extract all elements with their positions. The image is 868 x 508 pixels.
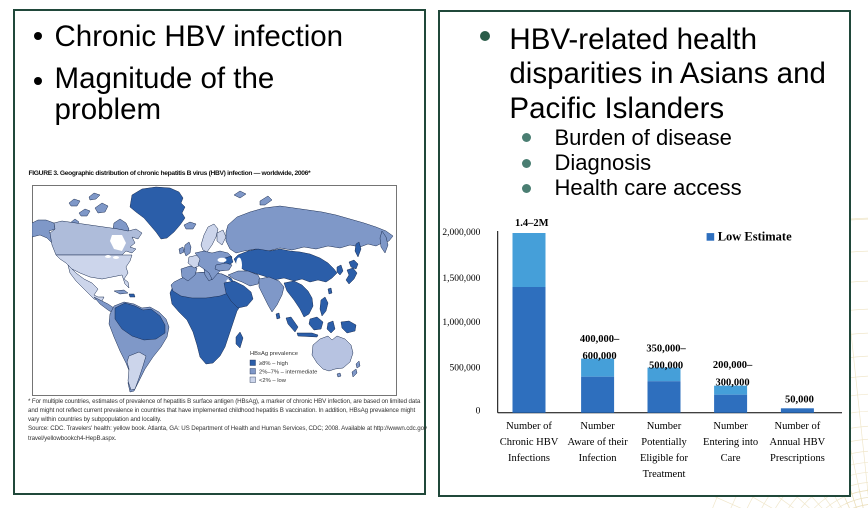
svg-text:Care: Care — [721, 453, 741, 464]
svg-text:1.4–2M: 1.4–2M — [515, 218, 549, 229]
svg-text:Aware of their: Aware of their — [567, 437, 628, 448]
svg-text:Infections: Infections — [508, 453, 550, 464]
svg-text:500,000: 500,000 — [450, 363, 481, 373]
svg-text:Number: Number — [580, 421, 615, 432]
svg-text:Number of: Number of — [775, 421, 821, 432]
svg-text:Infection: Infection — [579, 453, 618, 464]
svg-text:1,000,000: 1,000,000 — [442, 318, 480, 328]
svg-text:Annual HBV: Annual HBV — [770, 437, 826, 448]
svg-text:Number: Number — [713, 421, 748, 432]
svg-text:350,000–: 350,000– — [646, 343, 686, 354]
svg-text:2,000,000: 2,000,000 — [442, 228, 480, 238]
svg-text:500,000: 500,000 — [649, 360, 683, 371]
svg-text:1,500,000: 1,500,000 — [442, 274, 480, 284]
svg-text:Eligible for: Eligible for — [640, 453, 689, 464]
svg-text:Prescriptions: Prescriptions — [770, 453, 825, 464]
svg-text:Low Estimate: Low Estimate — [718, 230, 792, 244]
svg-text:≥8% – high: ≥8% – high — [259, 361, 288, 367]
svg-text:200,000–: 200,000– — [713, 360, 753, 371]
svg-text:Treatment: Treatment — [643, 469, 686, 480]
svg-text:Potentially: Potentially — [641, 437, 687, 448]
svg-text:<2% – low: <2% – low — [259, 378, 287, 384]
svg-text:400,000–: 400,000– — [580, 334, 620, 345]
svg-text:600,000: 600,000 — [583, 351, 617, 362]
svg-text:Number of: Number of — [506, 421, 552, 432]
svg-text:300,000: 300,000 — [716, 378, 750, 389]
svg-text:0: 0 — [476, 407, 481, 417]
svg-text:Number: Number — [647, 421, 682, 432]
svg-text:Entering into: Entering into — [703, 437, 758, 448]
svg-text:Chronic HBV: Chronic HBV — [500, 437, 559, 448]
svg-text:HBsAg prevalence: HBsAg prevalence — [250, 351, 298, 357]
svg-text:2%–7% – intermediate: 2%–7% – intermediate — [259, 370, 317, 376]
svg-text:50,000: 50,000 — [785, 395, 814, 406]
